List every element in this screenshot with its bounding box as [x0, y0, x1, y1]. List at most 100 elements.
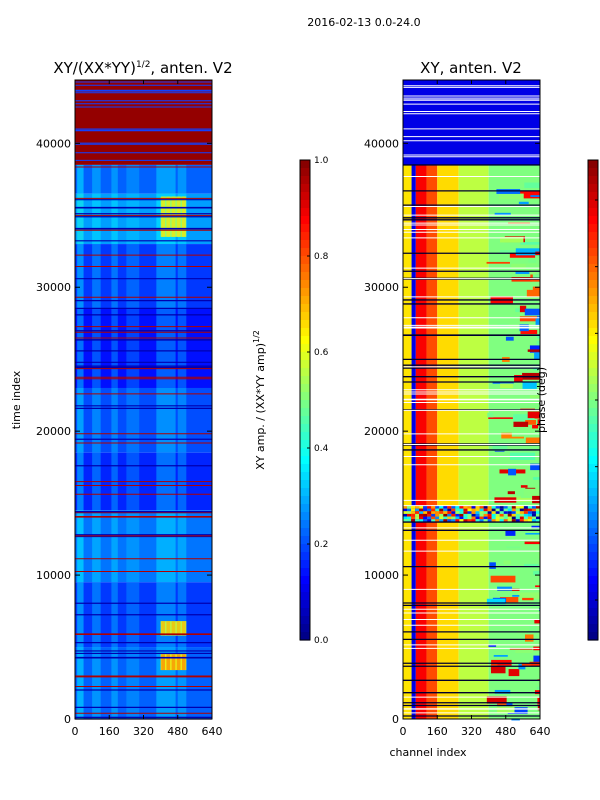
- phase-noise-cell: [439, 516, 444, 520]
- phase-noise-cell: [403, 519, 408, 522]
- colorbar-segment: [300, 232, 310, 241]
- phase-patch: [500, 383, 514, 389]
- phase-patch: [513, 414, 535, 422]
- phase-noise-cell: [403, 506, 408, 509]
- phase-noise-cell: [455, 516, 460, 520]
- phase-noise-cell: [431, 508, 436, 512]
- colorbar-segment: [300, 344, 310, 353]
- amplitude-hot-stripe: [171, 621, 176, 636]
- colorbar-segment: [588, 480, 598, 489]
- phase-patch: [533, 655, 540, 663]
- phase-noise-cell: [423, 516, 428, 520]
- phase-noise-cell: [507, 511, 512, 514]
- colorbar-segment: [300, 184, 310, 193]
- phase-noise-cell: [507, 508, 512, 512]
- phase-patch: [525, 437, 540, 444]
- x-tick-label: 320: [133, 725, 154, 738]
- colorbar-segment: [588, 344, 598, 353]
- phase-noise-cell: [515, 508, 520, 512]
- phase-noise-cell: [495, 508, 500, 512]
- colorbar-segment: [588, 368, 598, 377]
- phase-noise-cell: [503, 513, 508, 517]
- amplitude-channel-stripe: [156, 308, 176, 388]
- amplitude-colorbar-label-main: XY amp. / (XX*YY amp): [254, 343, 267, 470]
- colorbar-segment: [300, 384, 310, 393]
- colorbar-segment: [300, 440, 310, 449]
- colorbar-segment: [300, 368, 310, 377]
- phase-noise-cell: [447, 519, 452, 522]
- colorbar-segment: [588, 616, 598, 625]
- y-tick-label: 10000: [364, 569, 399, 582]
- phase-noise-cell: [443, 511, 448, 514]
- phase-noise-cell: [459, 519, 464, 522]
- amplitude-channel-stripe: [111, 308, 118, 388]
- phase-noise-cell: [439, 508, 444, 512]
- phase-colorbar-label: phase (deg): [535, 367, 548, 433]
- colorbar-segment: [588, 320, 598, 329]
- amplitude-channel-stripe: [156, 244, 176, 309]
- colorbar-segment: [300, 496, 310, 505]
- phase-noise-cell: [527, 516, 532, 520]
- phase-noise-cell: [431, 516, 436, 520]
- amplitude-hot-stripe: [181, 621, 186, 636]
- colorbar-segment: [300, 256, 310, 265]
- phase-noise-cell: [415, 519, 420, 522]
- panel-amplitude-title-main: XY/(XX*YY): [53, 59, 136, 77]
- phase-patch: [530, 195, 540, 197]
- colorbar-segment: [588, 560, 598, 569]
- phase-patch: [497, 586, 513, 591]
- colorbar-segment: [588, 200, 598, 209]
- phase-patch: [507, 491, 515, 495]
- colorbar-segment: [588, 600, 598, 609]
- phase-patch: [520, 242, 540, 245]
- phase-patch: [529, 345, 540, 353]
- phase-noise-cell: [431, 511, 436, 514]
- colorbar-segment: [588, 272, 598, 281]
- phase-noise-cell: [519, 519, 524, 522]
- phase-noise-cell: [463, 513, 468, 517]
- amplitude-channel-stripe: [177, 510, 187, 583]
- colorbar-segment: [588, 168, 598, 177]
- colorbar-segment: [300, 544, 310, 553]
- colorbar-segment: [588, 384, 598, 393]
- phase-noise-cell: [535, 516, 540, 520]
- phase-noise-cell: [467, 511, 472, 514]
- amplitude-colorbar-label: XY amp. / (XX*YY amp)1/2: [252, 330, 267, 470]
- colorbar-segment: [588, 280, 598, 289]
- phase-noise-cell: [503, 506, 508, 509]
- phase-noise-cell: [479, 513, 484, 517]
- phase-noise-cell: [503, 508, 508, 512]
- phase-noise-cell: [471, 508, 476, 512]
- phase-patch: [490, 666, 506, 674]
- colorbar-segment: [588, 400, 598, 409]
- colorbar-segment: [300, 352, 310, 361]
- colorbar-segment: [588, 192, 598, 201]
- phase-patch: [503, 560, 511, 565]
- phase-patch: [529, 270, 537, 275]
- phase-patch: [532, 424, 539, 429]
- amplitude-channel-stripe: [177, 387, 187, 453]
- phase-noise-cell: [451, 511, 456, 514]
- phase-noise-cell: [475, 513, 480, 517]
- phase-noise-cell: [407, 513, 412, 517]
- phase-patch: [533, 477, 540, 480]
- phase-noise-cell: [451, 516, 456, 520]
- colorbar-segment: [300, 336, 310, 345]
- colorbar-segment: [588, 568, 598, 577]
- phase-patch: [500, 236, 524, 243]
- amplitude-channel-stripe: [92, 387, 101, 453]
- amplitude-hot-stripe: [166, 654, 171, 671]
- phase-noise-cell: [483, 519, 488, 522]
- colorbar-segment: [588, 160, 598, 169]
- phase-patch: [520, 485, 528, 488]
- phase-noise-cell: [487, 511, 492, 514]
- phase-noise-cell: [519, 516, 524, 520]
- phase-noise-cell: [507, 519, 512, 522]
- phase-noise-cell: [527, 511, 532, 514]
- panel-phase: XY, anten. V2 0 160 320 480 640 0 10000 20000 30…: [364, 59, 551, 759]
- phase-patch: [519, 191, 540, 199]
- phase-noise-cell: [511, 519, 516, 522]
- colorbar-segment: [588, 488, 598, 497]
- phase-noise-cell: [407, 508, 412, 512]
- colorbar-segment: [588, 416, 598, 425]
